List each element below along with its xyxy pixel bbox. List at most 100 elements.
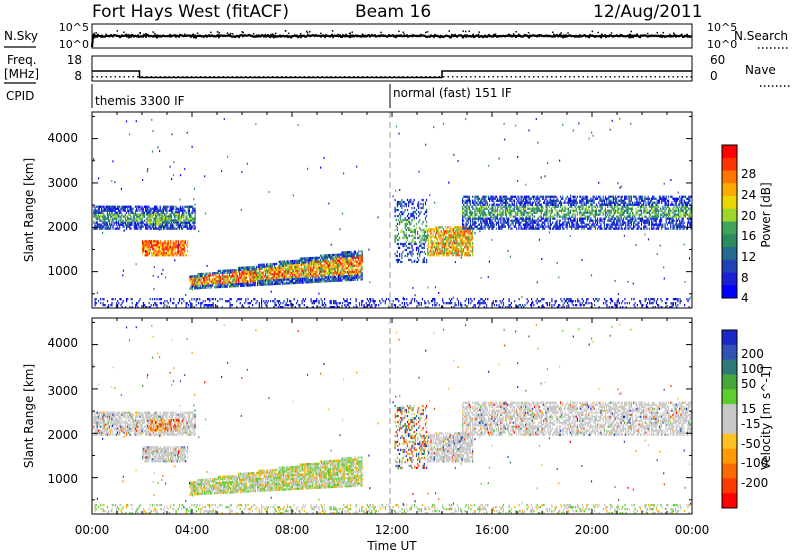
power-echo-cell: [289, 268, 291, 271]
power-echo-cell: [137, 227, 139, 230]
power-echo-cell: [142, 207, 144, 210]
power-echo-cell: [558, 215, 560, 218]
power-echo-cell: [602, 195, 604, 198]
power-echo-cell: [520, 211, 522, 214]
power-echo-cell: [141, 217, 143, 220]
power-echo-cell: [167, 248, 170, 251]
power-echo-cell: [316, 272, 318, 275]
power-echo-cell: [360, 254, 362, 257]
power-echo-cell: [525, 207, 527, 210]
power-echo-cell: [295, 263, 297, 267]
power-echo-cell: [280, 274, 282, 277]
power-echo-cell: [193, 217, 195, 220]
power-echo-cell: [296, 259, 298, 262]
power-echo-cell: [610, 209, 612, 212]
power-echo-cell: [429, 250, 431, 253]
power-echo-cell: [347, 259, 349, 262]
power-echo-cell: [583, 225, 585, 228]
power-echo-cell: [215, 274, 217, 277]
power-echo-cell: [572, 201, 574, 204]
power-echo-cell: [489, 207, 491, 210]
power-echo-cell: [555, 205, 557, 208]
power-echo-cell: [394, 238, 396, 242]
power-echo-cell: [162, 248, 164, 251]
power-echo-cell: [101, 227, 103, 230]
power-echo-cell: [441, 246, 443, 249]
power-echo-cell: [276, 268, 278, 272]
power-echo-cell: [602, 203, 604, 206]
power-echo-cell: [223, 281, 225, 284]
power-echo-cell: [472, 195, 474, 198]
power-echo-cell: [517, 211, 519, 214]
power-echo-cell: [523, 203, 526, 206]
power-echo-cell: [517, 217, 519, 220]
power-echo-cell: [507, 221, 509, 224]
power-echo-cell: [540, 203, 542, 206]
power-echo-cell: [163, 227, 165, 230]
power-echo-cell: [448, 244, 450, 247]
power-echo-cell: [483, 205, 485, 208]
power-echo-cell: [185, 254, 188, 257]
power-echo-cell: [528, 215, 530, 218]
power-echo-cell: [356, 268, 358, 271]
power-echo-cell: [167, 240, 170, 243]
noise-dot: [264, 33, 267, 36]
power-echo-cell: [203, 278, 205, 281]
noise-dot: [179, 33, 181, 36]
power-echo-cell: [155, 246, 157, 249]
power-echo-cell: [232, 271, 234, 274]
power-echo-cell: [254, 281, 256, 285]
power-echo-cell: [490, 215, 492, 218]
power-echo-cell: [401, 198, 403, 202]
power-echo-cell: [549, 217, 551, 220]
power-echo-cell: [612, 223, 614, 226]
power-echo-cell: [302, 259, 304, 262]
power-echo-cell: [499, 211, 501, 214]
power-echo-cell: [122, 215, 124, 218]
power-echo-cell: [582, 211, 584, 214]
power-echo-cell: [297, 261, 299, 264]
power-echo-cell: [597, 205, 599, 208]
power-echo-cell: [331, 273, 333, 277]
power-echo-cell: [549, 197, 551, 200]
power-echo-cell: [246, 284, 249, 287]
power-echo-cell: [237, 270, 240, 274]
power-echo-cell: [617, 227, 619, 230]
power-echo-cell: [616, 221, 618, 224]
power-echo-cell: [201, 274, 204, 277]
power-echo-cell: [269, 283, 271, 286]
power-echo-cell: [109, 211, 111, 214]
power-echo-cell: [146, 211, 148, 214]
power-echo-cell: [305, 273, 307, 276]
power-echo-cell: [446, 228, 448, 231]
power-echo-cell: [351, 270, 353, 274]
power-echo-cell: [95, 209, 97, 212]
power-echo-cell: [469, 242, 471, 245]
power-echo-cell: [100, 225, 102, 228]
power-echo-cell: [399, 258, 401, 262]
power-echo-cell: [476, 207, 478, 210]
power-echo-cell: [394, 206, 396, 210]
power-echo-cell: [424, 216, 427, 220]
power-echo-cell: [258, 271, 260, 275]
power-echo-cell: [334, 275, 336, 278]
power-echo-cell: [293, 269, 295, 273]
power-echo-cell: [259, 271, 261, 274]
power-echo-cell: [242, 284, 244, 287]
power-echo-cell: [426, 234, 428, 238]
power-echo-cell: [351, 262, 353, 266]
power-echo-cell: [190, 285, 192, 288]
power-echo-cell: [394, 234, 396, 238]
power-echo-cell: [427, 244, 429, 247]
power-echo-cell: [181, 246, 183, 249]
power-echo-cell: [360, 256, 362, 259]
power-echo-cell: [409, 220, 411, 224]
power-echo-cell: [330, 254, 332, 257]
power-echo-cell: [146, 217, 148, 220]
power-echo-cell: [342, 273, 344, 276]
power-echo-cell: [607, 219, 609, 222]
power-echo-cell: [500, 217, 502, 220]
noise-ytick-right-bottom: 10^0: [707, 38, 737, 51]
power-echo-cell: [608, 201, 610, 204]
power-echo-cell: [464, 236, 466, 239]
